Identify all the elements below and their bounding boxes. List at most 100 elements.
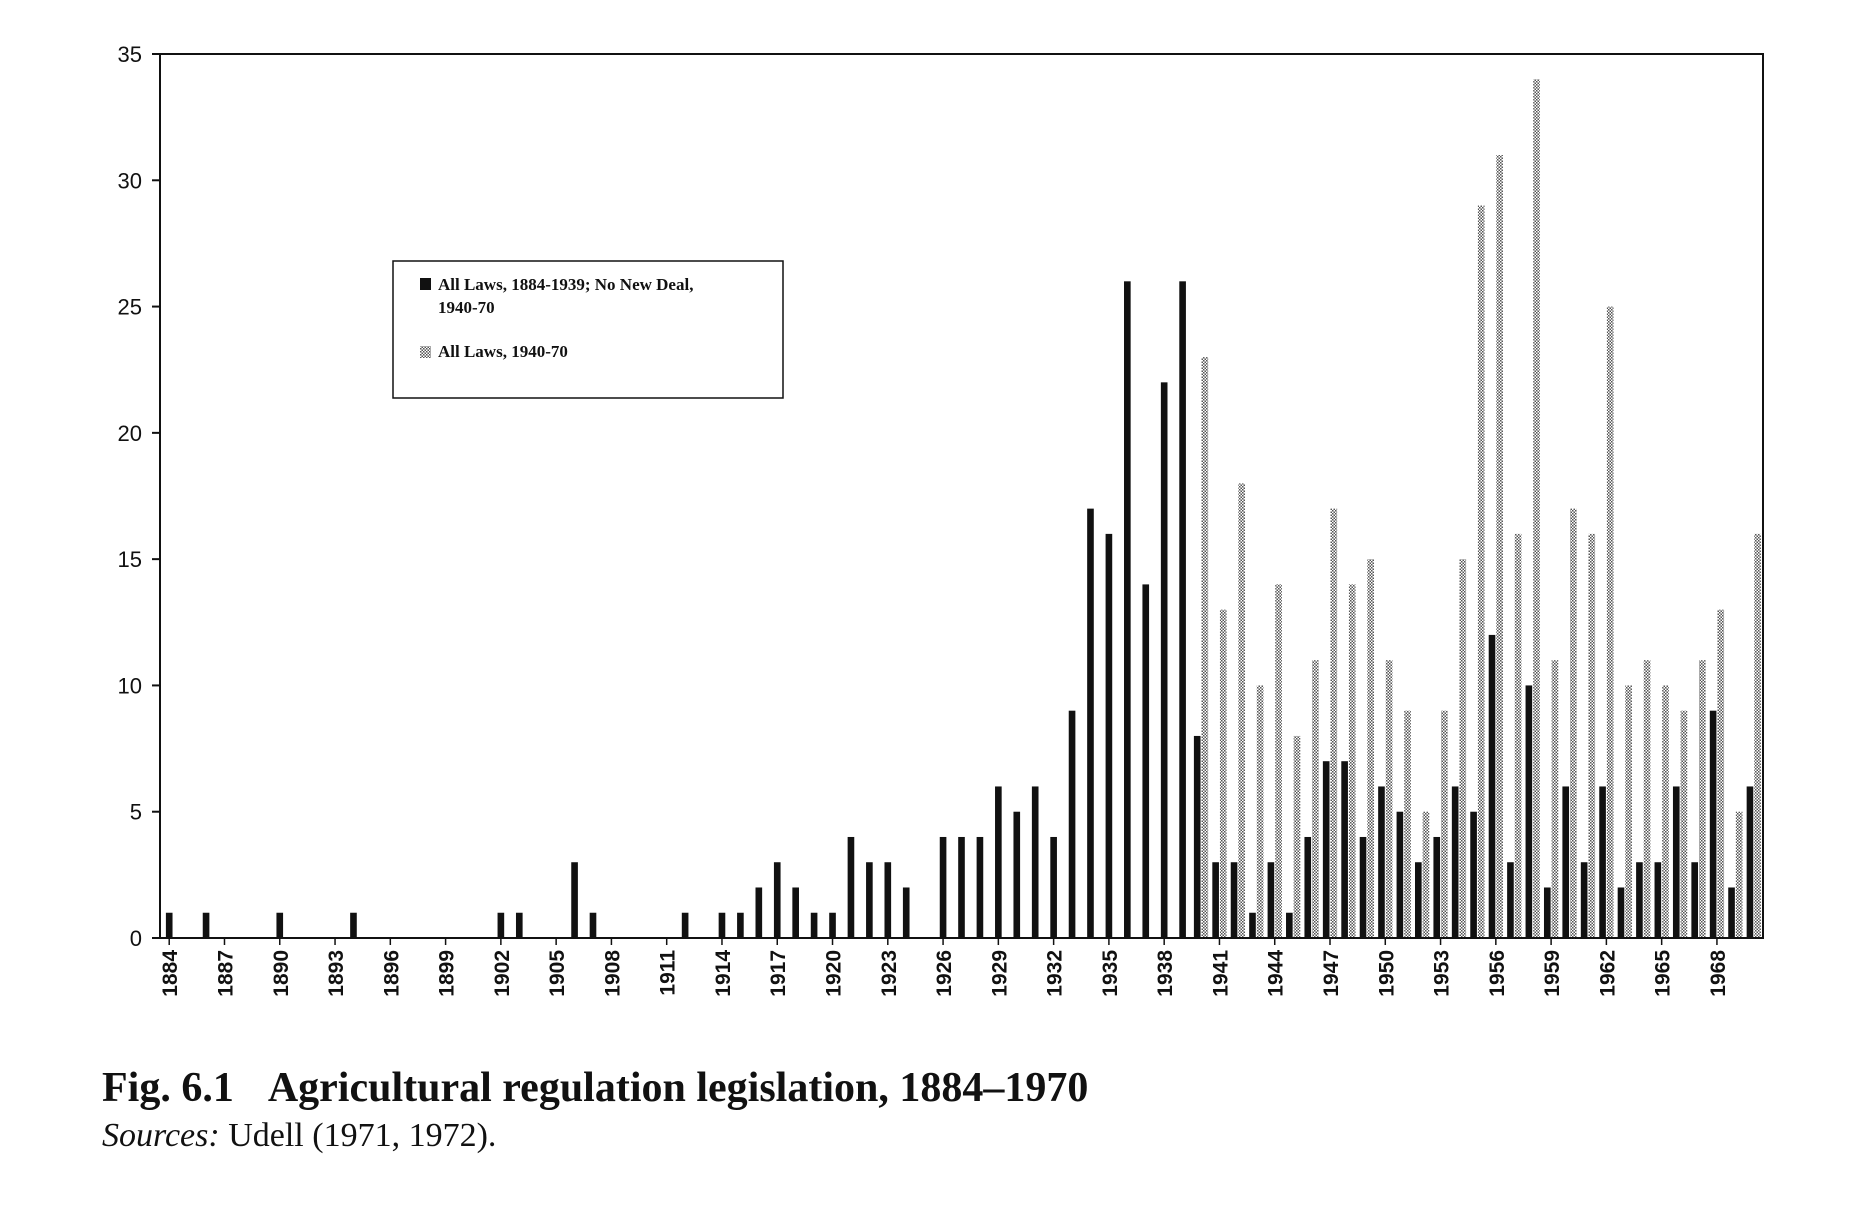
bar-solid-1951 [1396,811,1404,938]
bar-solid-1945 [1286,912,1293,938]
bar-solid-1970 [1746,786,1754,938]
x-tick-label: 1896 [380,950,403,997]
x-tick-label: 1893 [325,950,348,997]
bar-hatched-1958 [1533,79,1540,938]
figure-caption: Fig. 6.1 Agricultural regulation legislat… [102,1062,1802,1158]
x-tick-label: 1938 [1154,950,1177,997]
bar-solid-1933 [1068,710,1076,938]
x-tick-label: 1890 [270,950,293,997]
bar-solid-1932 [1050,836,1057,938]
figure-title-text: Agricultural regulation legislation, 188… [267,1065,1089,1111]
x-tick-label: 1884 [159,950,182,997]
y-axis: 0 5 10 15 20 25 30 35 [118,42,160,951]
bar-hatched-1953 [1441,710,1448,938]
bar-solid-1963 [1617,887,1625,938]
sources-label: Sources: [102,1117,220,1154]
bar-solid-1953 [1433,836,1441,938]
bar-solid-1907 [589,912,597,938]
y-tick-label: 20 [118,421,142,446]
bar-solid-1916 [755,887,763,938]
bar-solid-1928 [976,836,984,938]
legend-label-1a: All Laws, 1884-1939; No New Deal, [438,275,693,294]
bar-solid-1920 [829,912,836,938]
bar-hatched-1945 [1293,735,1301,938]
bar-solid-1921 [847,836,855,938]
bar-hatched-1940 [1201,357,1209,939]
bar-solid-1956 [1488,634,1496,938]
bar-solid-1902 [497,912,505,938]
bar-hatched-1957 [1514,533,1522,938]
bar-solid-1927 [958,836,965,938]
bar-solid-1967 [1691,862,1699,938]
x-tick-label: 1941 [1209,950,1232,997]
bar-solid-1922 [866,862,873,938]
x-tick-label: 1917 [767,950,790,997]
x-tick-label: 1935 [1099,950,1122,997]
bar-solid-1948 [1341,761,1348,938]
bar-solid-1930 [1013,811,1021,938]
bar-hatched-1942 [1238,483,1246,938]
bar-solid-1906 [571,862,578,938]
x-tick-label: 1962 [1596,950,1619,997]
bar-solid-1903 [515,912,523,938]
bar-solid-1958 [1525,685,1533,938]
bar-solid-1929 [995,786,1002,938]
x-tick-label: 1929 [988,950,1011,997]
bar-solid-1917 [773,862,781,938]
x-tick-label: 1887 [214,950,237,997]
x-tick-label: 1911 [657,950,680,996]
y-tick-label: 35 [118,42,142,67]
x-tick-label: 1926 [933,950,956,997]
legend-label-1b: 1940-70 [438,298,495,317]
legend-box [392,260,784,399]
bar-solid-1931 [1031,786,1039,938]
bar-solid-1969 [1728,887,1735,938]
x-tick-label: 1947 [1320,950,1343,997]
x-tick-label: 1944 [1265,950,1288,997]
bar-hatched-1965 [1662,685,1669,938]
x-tick-label: 1908 [601,950,624,997]
bar-hatched-1954 [1459,559,1467,938]
bar-hatched-1947 [1330,508,1338,938]
x-tick-label: 1905 [546,950,569,997]
bar-hatched-1966 [1680,710,1688,938]
x-tick-label: 1899 [436,950,459,997]
bar-hatched-1968 [1717,609,1725,938]
bar-hatched-1970 [1754,533,1761,938]
bar-solid-1919 [810,912,818,938]
bar-hatched-1956 [1496,155,1503,938]
y-tick-label: 25 [118,295,142,320]
bar-hatched-1950 [1385,660,1393,938]
bar-solid-1947 [1322,761,1330,938]
bar-solid-1939 [1179,281,1186,938]
bar-solid-1938 [1160,382,1168,938]
bar-solid-1886 [202,912,210,938]
bar-solid-1914 [718,912,726,938]
bar-solid-1955 [1470,811,1477,938]
y-tick-label: 5 [130,800,142,825]
bar-solid-1950 [1378,786,1385,938]
figure-sources: Sources: Udell (1971, 1972). [102,1114,1802,1158]
x-axis: 1884 1887 1890 1893 1896 1899 1902 1905 1908 1911… [159,937,1763,997]
x-tick-label: 1965 [1652,950,1675,997]
bar-solid-1954 [1451,786,1459,938]
bar-hatched-1969 [1735,811,1743,938]
bar-solid-1935 [1105,533,1113,938]
bar-solid-1941 [1212,862,1219,938]
bar-hatched-1948 [1348,584,1356,938]
y-tick-label: 0 [130,926,142,951]
bar-hatched-1955 [1477,205,1485,939]
bar-solid-1961 [1580,862,1588,938]
bar-solid-1890 [276,912,284,938]
bar-solid-1923 [884,862,892,938]
bar-solid-1946 [1304,836,1312,938]
bar-solid-1944 [1267,862,1275,938]
bar-hatched-1943 [1256,685,1264,938]
y-tick-label: 15 [118,547,142,572]
bar-solid-1926 [939,836,947,938]
bar-solid-1960 [1562,786,1570,938]
bar-hatched-1951 [1404,710,1411,938]
legend-swatch-hatched [420,346,431,358]
bar-hatched-1944 [1275,584,1282,938]
x-tick-label: 1959 [1541,950,1564,997]
